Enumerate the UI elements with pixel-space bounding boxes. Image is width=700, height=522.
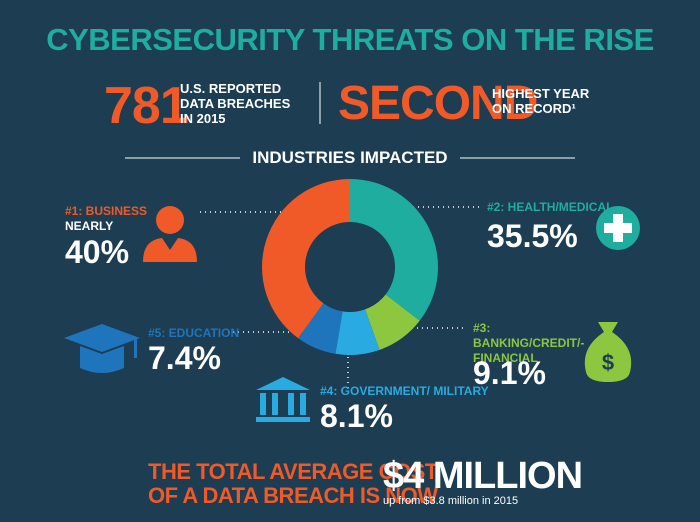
donut-slice [335, 309, 380, 355]
leaders [200, 206, 480, 388]
stat-text: U.S. REPORTED [180, 81, 282, 96]
category-label: #3: BANKING/CREDIT/- FINANCIAL [473, 321, 585, 365]
stat-number: 781 [104, 77, 189, 135]
footer-amount: $4 MILLION [383, 455, 583, 497]
value-label: 8.1% [320, 398, 393, 434]
stat-text: HIGHEST YEAR [492, 86, 590, 101]
donut-slice [365, 294, 420, 350]
category-label: #2: HEALTH/MEDICAL [487, 200, 614, 214]
title: CYBERSECURITY THREATS ON THE RISE [46, 22, 654, 57]
donut-slice [298, 303, 343, 354]
bank-icon [256, 377, 310, 422]
footer-text: THE TOTAL AVERAGE COST [148, 459, 438, 484]
donut [261, 179, 438, 355]
donut-slice [261, 179, 350, 339]
person-icon [143, 206, 197, 262]
donut-slice [350, 179, 438, 321]
category-label: #1: BUSINESS [65, 204, 148, 218]
stat-number: SECOND [338, 77, 538, 130]
value-label: 40% [65, 234, 130, 270]
stat-text: IN 2015 [180, 111, 226, 126]
cap-icon [64, 324, 140, 373]
value-label: 9.1% [473, 355, 546, 391]
value-label: 35.5% [487, 218, 578, 254]
svg-text:$: $ [602, 350, 614, 375]
stat-text: DATA BREACHES [180, 96, 291, 111]
plus-icon [596, 206, 640, 250]
footer-note: up from $3.8 million in 2015 [383, 495, 519, 507]
category-label: #4: GOVERNMENT/ MILITARY [320, 384, 489, 398]
value-label: 7.4% [148, 340, 221, 376]
footer-text: OF A DATA BREACH IS NOW [148, 483, 438, 508]
chart-title: INDUSTRIES IMPACTED [252, 148, 448, 167]
money-icon: $ [584, 322, 632, 382]
category-label: #5: EDUCATION [148, 326, 240, 340]
stat-text: ON RECORD¹ [492, 101, 576, 116]
annotation: NEARLY [65, 219, 114, 233]
